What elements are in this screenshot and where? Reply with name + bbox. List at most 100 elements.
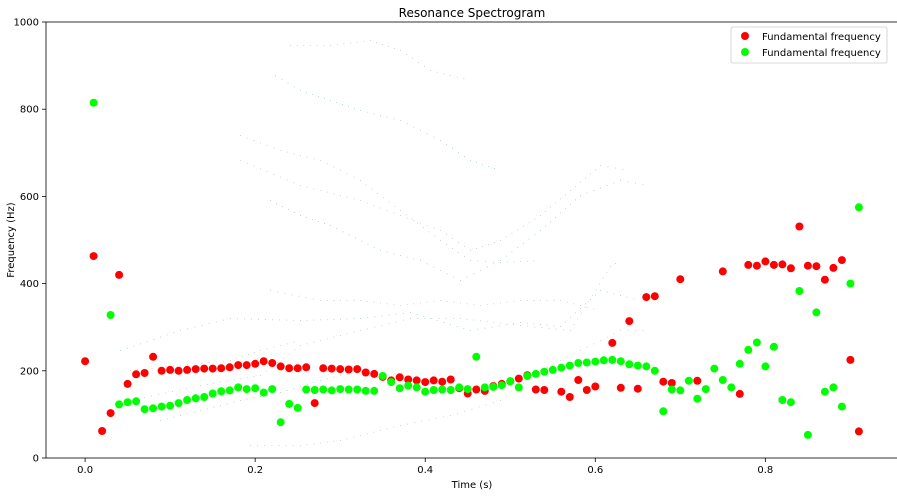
faint-trace-dot xyxy=(264,445,266,446)
data-point-green xyxy=(395,384,404,393)
faint-trace-dot xyxy=(165,392,166,394)
data-point-green xyxy=(574,359,583,367)
faint-trace-dot xyxy=(360,200,361,201)
data-point-red xyxy=(531,385,540,394)
faint-trace-dot xyxy=(292,445,294,446)
faint-trace-dot xyxy=(476,162,477,163)
faint-trace-dot xyxy=(505,395,507,397)
faint-trace-dot xyxy=(486,321,488,323)
faint-trace-dot xyxy=(330,100,331,101)
faint-trace-dot xyxy=(586,306,588,308)
faint-trace-dot xyxy=(446,144,447,145)
faint-trace-dot xyxy=(222,319,224,321)
data-point-red xyxy=(735,389,744,398)
faint-trace-dot xyxy=(270,200,271,201)
data-point-green xyxy=(701,385,710,394)
faint-trace-dot xyxy=(333,336,335,338)
faint-trace-dot xyxy=(534,326,536,328)
data-point-red xyxy=(752,261,761,270)
data-point-red xyxy=(429,376,438,385)
faint-trace-dot xyxy=(346,333,348,335)
faint-trace-dot xyxy=(580,305,581,306)
faint-trace-dot xyxy=(281,78,283,80)
faint-trace-dot xyxy=(491,326,493,328)
data-point-red xyxy=(438,377,447,386)
faint-trace-dot xyxy=(485,261,486,262)
faint-trace-dot xyxy=(566,301,568,303)
faint-trace-dot xyxy=(260,168,261,170)
faint-trace-dot xyxy=(595,294,596,296)
faint-trace-dot xyxy=(606,271,608,273)
faint-trace-dot xyxy=(353,176,355,178)
data-point-green xyxy=(591,357,600,366)
faint-trace-dot xyxy=(606,185,608,186)
data-point-green xyxy=(480,383,489,392)
faint-trace-dot xyxy=(511,391,513,393)
faint-trace-dot xyxy=(477,328,479,330)
data-point-red xyxy=(633,384,642,393)
faint-trace-dot xyxy=(400,255,401,256)
faint-trace-dot xyxy=(433,136,435,138)
faint-trace-dot xyxy=(388,314,390,316)
faint-trace-dot xyxy=(395,313,397,315)
faint-trace-dot xyxy=(312,219,313,220)
faint-trace-dot xyxy=(333,376,335,378)
faint-trace-dot xyxy=(513,261,515,263)
faint-trace-dot xyxy=(593,308,595,310)
faint-trace-dot xyxy=(620,330,621,331)
data-point-green xyxy=(353,385,362,394)
faint-trace-dot xyxy=(333,300,335,301)
y-tick-label: 400 xyxy=(20,279,39,290)
faint-trace-dot xyxy=(575,312,576,314)
faint-trace-dot xyxy=(293,341,295,343)
faint-trace-dot xyxy=(186,388,187,389)
data-point-green xyxy=(225,386,234,395)
x-axis-ticks: 0.0 0.2 0.4 0.6 0.8 xyxy=(77,458,773,476)
faint-trace-dot xyxy=(534,234,536,236)
faint-trace-dot xyxy=(382,44,383,45)
data-point-green xyxy=(310,386,319,394)
faint-trace-dot xyxy=(306,444,308,446)
x-axis-label: Time (s) xyxy=(451,480,493,491)
faint-trace-dot xyxy=(348,106,349,107)
faint-trace-dot xyxy=(595,289,597,291)
data-point-red xyxy=(565,393,574,401)
faint-trace-dot xyxy=(220,381,221,383)
faint-trace-dot xyxy=(541,327,543,329)
faint-trace-dot xyxy=(484,327,486,329)
faint-trace-dot xyxy=(320,319,321,321)
faint-trace-dot xyxy=(273,346,275,348)
faint-trace-dot xyxy=(326,319,328,321)
faint-trace-dot xyxy=(286,390,288,391)
faint-trace-dot xyxy=(407,423,409,425)
faint-trace-dot xyxy=(200,410,201,411)
faint-trace-dot xyxy=(476,248,477,249)
faint-trace-dot xyxy=(446,234,447,235)
faint-trace-dot xyxy=(584,306,586,308)
faint-trace-dot xyxy=(464,156,465,157)
data-point-green xyxy=(404,381,413,390)
faint-trace-dot xyxy=(412,58,413,59)
faint-trace-dot xyxy=(367,243,369,245)
data-point-green xyxy=(327,386,336,395)
faint-trace-dot xyxy=(506,323,508,325)
faint-trace-dot xyxy=(500,240,501,241)
data-point-green xyxy=(642,362,651,371)
faint-trace-dot xyxy=(126,347,128,349)
data-point-green xyxy=(548,365,557,374)
data-point-green xyxy=(336,385,345,394)
faint-trace-dot xyxy=(377,192,379,194)
faint-trace-dot xyxy=(250,445,251,446)
faint-trace-dot xyxy=(388,323,390,325)
data-point-red xyxy=(803,261,812,270)
faint-trace-dot xyxy=(312,298,314,300)
faint-trace-dot xyxy=(452,148,453,149)
x-tick-label: 0.6 xyxy=(587,465,603,476)
data-point-green xyxy=(565,361,574,370)
faint-trace-dot xyxy=(320,190,321,191)
data-point-red xyxy=(132,370,141,379)
faint-trace-dot xyxy=(293,388,295,389)
faint-trace-dot xyxy=(306,217,307,218)
faint-trace-dot xyxy=(615,263,616,264)
